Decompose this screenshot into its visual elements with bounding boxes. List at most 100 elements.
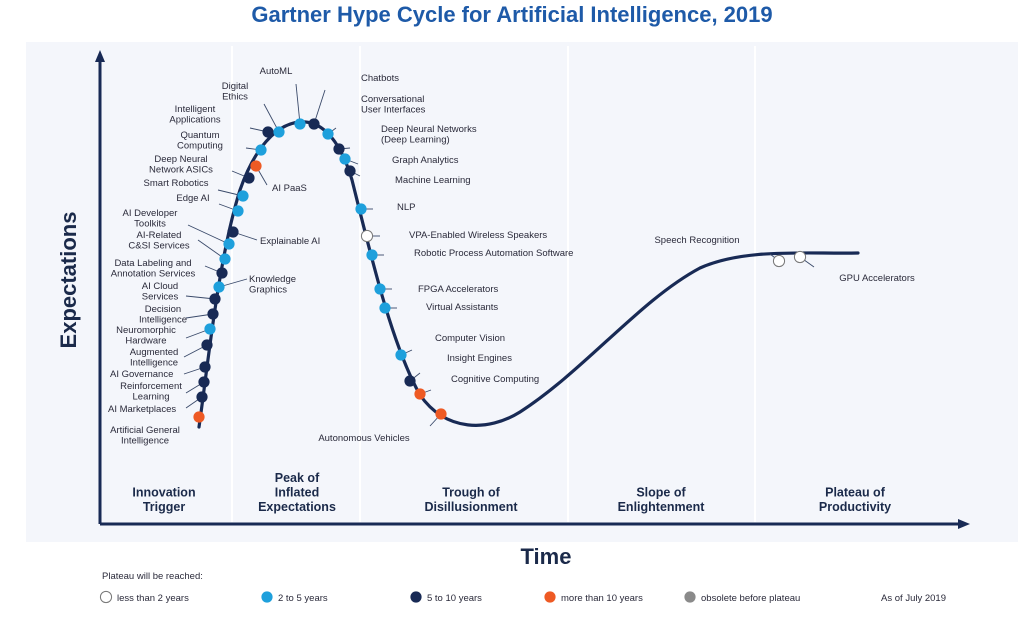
label-computer-vision: Computer Vision	[435, 333, 505, 344]
axes	[95, 50, 970, 529]
dot-conversational-user-interfaces	[322, 128, 334, 140]
phase-label-peak-of-inflated-expectations: Peak of Inflated Expectations	[258, 471, 336, 514]
phase-separators	[231, 46, 756, 522]
label-decision-intelligence: Decision Intelligence	[139, 304, 187, 326]
dot-insight-engines	[404, 375, 416, 387]
dot-virtual-assistants	[379, 302, 391, 314]
legend-label-more-than-10-years: more than 10 years	[561, 593, 643, 604]
label-robotic-process-automation-software: Robotic Process Automation Software	[414, 248, 573, 259]
dot-ai-marketplaces	[196, 391, 208, 403]
label-quantum-computing: Quantum Computing	[177, 130, 223, 152]
dot-ai-developer-toolkits	[223, 238, 235, 250]
label-insight-engines: Insight Engines	[447, 353, 512, 364]
technology-dots	[193, 118, 807, 423]
dot-digital-ethics	[273, 126, 285, 138]
dot-autonomous-vehicles	[435, 408, 447, 420]
legend-label-5-to-10-years: 5 to 10 years	[427, 593, 482, 604]
dot-ai-governance	[199, 361, 211, 373]
label-ai-governance: AI Governance	[110, 369, 173, 380]
dot-ai-paas	[250, 160, 262, 172]
legend-caption: Plateau will be reached:	[102, 571, 203, 582]
label-ai-paas: AI PaaS	[272, 183, 307, 194]
label-reinforcement-learning: Reinforcement Learning	[120, 381, 182, 403]
y-axis-label: Expectations	[56, 212, 81, 349]
dot-quantum-computing	[255, 144, 267, 156]
dot-ai-cloud-services	[209, 293, 221, 305]
dot-ai-related-c-si-services	[219, 253, 231, 265]
dot-artificial-general-intelligence	[193, 411, 205, 423]
dot-explainable-ai	[227, 226, 239, 238]
dot-nlp	[355, 203, 367, 215]
label-intelligent-applications: Intelligent Applications	[169, 104, 220, 126]
legend: Plateau will be reached: As of July 2019…	[99, 571, 946, 604]
label-data-labeling-and-annotation-services: Data Labeling and Annotation Services	[111, 258, 196, 280]
leader-automl	[295, 83, 301, 125]
label-gpu-accelerators: GPU Accelerators	[839, 273, 915, 284]
label-knowledge-graphics: Knowledge Graphics	[249, 274, 296, 296]
dot-decision-intelligence	[207, 308, 219, 320]
dot-data-labeling-and-annotation-services	[216, 267, 228, 279]
legend-label-obsolete-before-plateau: obsolete before plateau	[701, 593, 800, 604]
label-digital-ethics: Digital Ethics	[222, 81, 248, 103]
dot-deep-neural-networks-deep-learning	[333, 143, 345, 155]
label-conversational-user-interfaces: Conversational User Interfaces	[361, 94, 426, 116]
dot-graph-analytics	[339, 153, 351, 165]
dot-gpu-accelerators	[793, 250, 807, 264]
dot-edge-ai	[232, 205, 244, 217]
label-smart-robotics: Smart Robotics	[144, 178, 209, 189]
label-cognitive-computing: Cognitive Computing	[451, 374, 539, 385]
label-nlp: NLP	[397, 202, 415, 213]
dot-computer-vision	[395, 349, 407, 361]
label-virtual-assistants: Virtual Assistants	[426, 302, 498, 313]
dot-robotic-process-automation-software	[366, 249, 378, 261]
dot-speech-recognition	[772, 254, 786, 268]
y-axis-arrow-icon	[95, 50, 105, 62]
dot-intelligent-applications	[262, 126, 274, 138]
leader-chatbots	[313, 89, 326, 125]
dot-machine-learning	[344, 165, 356, 177]
label-ai-developer-toolkits: AI Developer Toolkits	[123, 208, 178, 230]
label-speech-recognition: Speech Recognition	[654, 235, 739, 246]
label-ai-marketplaces: AI Marketplaces	[108, 404, 176, 415]
legend-swatch-more-than-10-years	[544, 591, 556, 603]
label-augmented-intelligence: Augmented Intelligence	[130, 347, 179, 369]
legend-label-less-than-2-years: less than 2 years	[117, 593, 189, 604]
phase-labels: Innovation Trigger Peak of Inflated Expectat…	[132, 471, 891, 514]
legend-swatch-obsolete-before-plateau	[684, 591, 696, 603]
label-ai-cloud-services: AI Cloud Services	[142, 281, 179, 303]
dot-fpga-accelerators	[374, 283, 386, 295]
dot-reinforcement-learning	[198, 376, 210, 388]
as-of-date: As of July 2019	[881, 593, 946, 604]
label-deep-neural-networks-deep-learning: Deep Neural Networks (Deep Learning)	[381, 124, 477, 146]
dot-neuromorphic-hardware	[204, 323, 216, 335]
dot-smart-robotics	[237, 190, 249, 202]
label-deep-neural-network-asics: Deep Neural Network ASICs	[149, 154, 213, 176]
label-automl: AutoML	[260, 66, 293, 77]
chart-panel	[26, 42, 1018, 542]
chart-title: Gartner Hype Cycle for Artificial Intell…	[251, 2, 772, 27]
legend-swatch-less-than-2-years	[99, 590, 113, 604]
phase-label-plateau-of-productivity: Plateau of Productivity	[819, 486, 891, 515]
dot-cognitive-computing	[414, 388, 426, 400]
legend-swatch-2-to-5-years	[261, 591, 273, 603]
phase-label-innovation-trigger: Innovation Trigger	[132, 486, 195, 515]
label-fpga-accelerators: FPGA Accelerators	[418, 284, 499, 295]
dot-knowledge-graphics	[213, 281, 225, 293]
label-ai-related-c-si-services: AI-Related C&SI Services	[128, 230, 189, 252]
label-machine-learning: Machine Learning	[395, 175, 471, 186]
label-neuromorphic-hardware: Neuromorphic Hardware	[116, 325, 176, 347]
dot-augmented-intelligence	[201, 339, 213, 351]
label-chatbots: Chatbots	[361, 73, 399, 84]
hype-curve	[197, 120, 860, 429]
label-vpa-enabled-wireless-speakers: VPA-Enabled Wireless Speakers	[409, 230, 547, 241]
dot-vpa-enabled-wireless-speakers	[360, 229, 374, 243]
leader-ai-developer-toolkits	[187, 224, 230, 245]
label-autonomous-vehicles: Autonomous Vehicles	[318, 433, 410, 444]
dot-automl	[294, 118, 306, 130]
legend-label-2-to-5-years: 2 to 5 years	[278, 593, 328, 604]
label-artificial-general-intelligence: Artificial General Intelligence	[110, 425, 180, 447]
label-edge-ai: Edge AI	[176, 193, 209, 204]
phase-label-slope-of-enlightenment: Slope of Enlightenment	[618, 486, 706, 515]
dot-deep-neural-network-asics	[243, 172, 255, 184]
